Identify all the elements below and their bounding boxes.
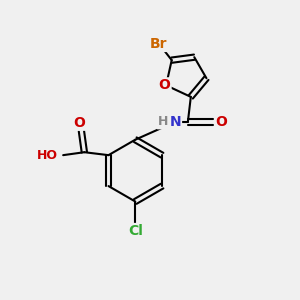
Text: O: O bbox=[159, 78, 171, 92]
Text: O: O bbox=[73, 116, 85, 130]
Text: Br: Br bbox=[150, 37, 167, 51]
Text: HO: HO bbox=[37, 149, 58, 162]
Text: N: N bbox=[169, 115, 181, 129]
Text: Cl: Cl bbox=[128, 224, 143, 238]
Text: H: H bbox=[158, 116, 168, 128]
Text: O: O bbox=[215, 115, 227, 129]
